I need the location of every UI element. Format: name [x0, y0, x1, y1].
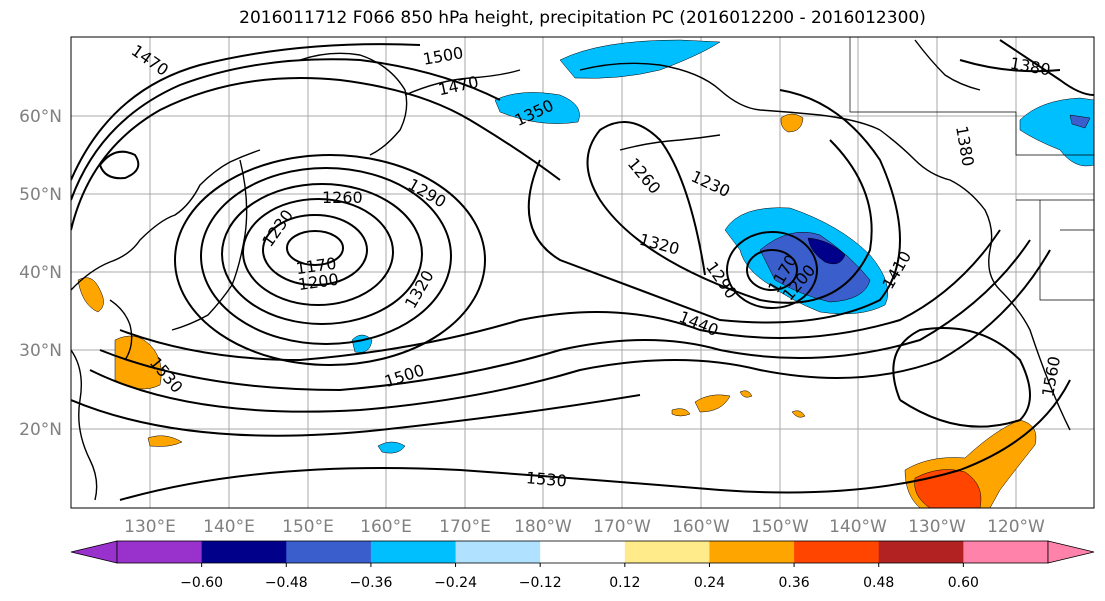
colorbar-right-arrow [1047, 540, 1095, 564]
colorbar-tick-label: 0.12 [609, 575, 640, 591]
longitude-labels: 130°E 140°E 150°E 160°E 170°E 180°W 170°… [124, 517, 1045, 537]
latitude-labels: 60°N 50°N 40°N 30°N 20°N [19, 107, 62, 440]
lon-label: 130°W [908, 517, 966, 537]
colorbar-tick-label: −0.36 [349, 575, 392, 591]
colorbar-tick-label: 0.48 [863, 575, 894, 591]
colorbar-segment [794, 541, 880, 563]
colorbar-segment [624, 541, 710, 563]
borders [849, 37, 1094, 301]
lat-label: 40°N [19, 263, 62, 283]
colorbar-tick-label: −0.12 [519, 575, 562, 591]
colorbar-segment [709, 541, 795, 563]
lon-label: 150°E [282, 517, 334, 537]
colorbar-segment [117, 541, 203, 563]
lon-label: 170°W [593, 517, 651, 537]
map-title: 2016011712 F066 850 hPa height, precipit… [239, 8, 926, 28]
colorbar-segments [116, 540, 1049, 564]
colorbar-tick-label: 0.60 [948, 575, 979, 591]
lon-label: 140°E [203, 517, 255, 537]
map-frame [70, 36, 1095, 509]
coastlines [71, 39, 1071, 501]
colorbar-tick-label: 0.24 [694, 575, 725, 591]
lon-label: 160°W [672, 517, 730, 537]
lat-label: 20°N [19, 420, 62, 440]
colorbar-segment [370, 541, 457, 563]
lat-label: 30°N [19, 341, 62, 361]
lon-label: 170°E [439, 517, 491, 537]
lat-label: 60°N [19, 107, 62, 127]
lon-label: 140°W [829, 517, 887, 537]
lon-label: 160°E [360, 517, 412, 537]
colorbar-tick-label: −0.24 [434, 575, 477, 591]
lon-label: 150°W [751, 517, 809, 537]
colorbar-segment [540, 541, 626, 563]
lon-label: 120°W [987, 517, 1045, 537]
colorbar-tick-label: 0.36 [779, 575, 810, 591]
colorbar-left-arrow [70, 540, 118, 564]
colorbar-segment [286, 541, 372, 563]
height-contours [71, 39, 1094, 501]
contour-label: 1530 [525, 468, 567, 490]
colorbar: −0.60 −0.48 −0.36 −0.24 −0.12 0.12 0.24 0.36 0.4… [70, 540, 1095, 591]
colorbar-segment [963, 541, 1049, 563]
colorbar-tick-labels: −0.60 −0.48 −0.36 −0.24 −0.12 0.12 0.24 0.36 0.4… [180, 563, 979, 591]
lat-label: 50°N [19, 185, 62, 205]
lon-label: 180°W [514, 517, 572, 537]
colorbar-tick-label: −0.48 [265, 575, 308, 591]
colorbar-segment [201, 541, 287, 563]
colorbar-segment [878, 541, 964, 563]
colorbar-tick-label: −0.60 [180, 575, 223, 591]
colorbar-segment [455, 541, 541, 563]
contour-label: 1260 [322, 188, 363, 207]
lon-label: 130°E [124, 517, 176, 537]
